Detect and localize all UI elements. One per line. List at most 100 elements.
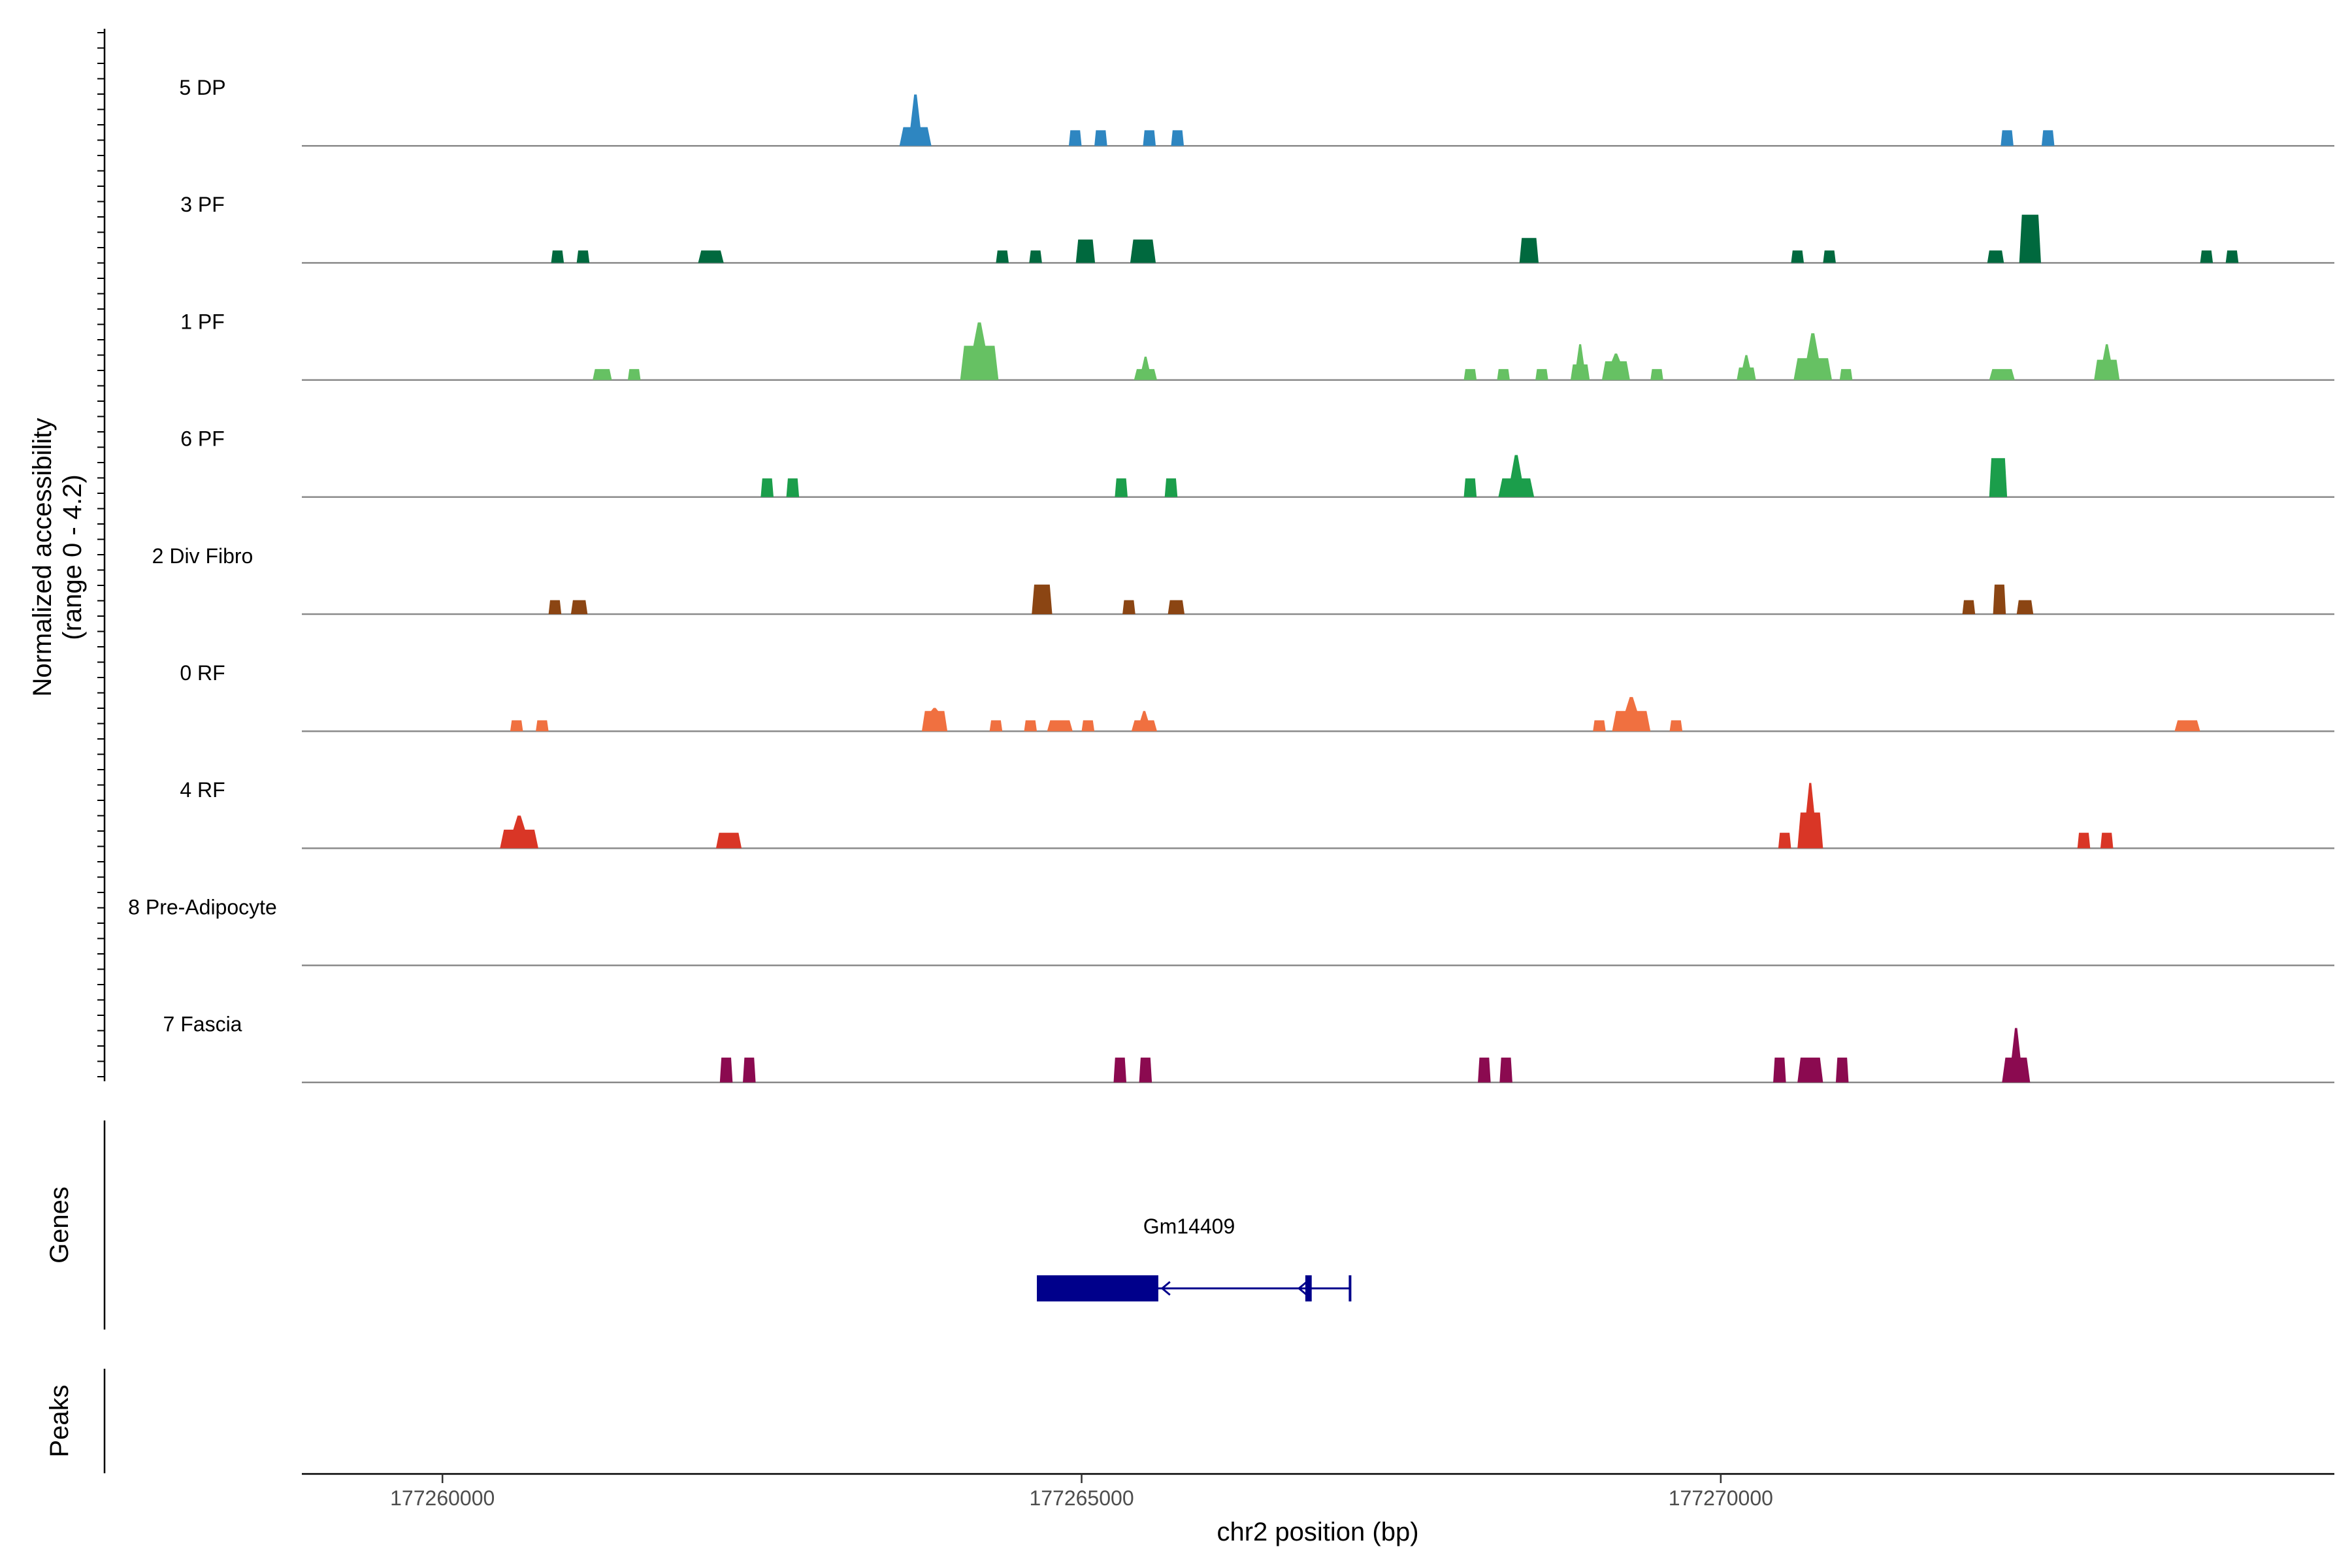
coverage-peak <box>576 250 590 263</box>
coverage-peak <box>1122 600 1135 614</box>
coverage-peak <box>786 478 800 497</box>
x-axis: 177260000 177265000 177270000 chr2 positio… <box>302 1473 2334 1546</box>
gene-exon <box>1037 1275 1158 1301</box>
track-5: 2 Div Fibro <box>152 544 2334 615</box>
peaks-axis-title: Peaks <box>45 1384 74 1457</box>
coverage-peak <box>1498 478 1535 497</box>
coverage-peak <box>1463 478 1477 497</box>
coverage-peak-summit <box>513 815 526 830</box>
coverage-peak <box>1134 368 1157 380</box>
coverage-peak-summit <box>1625 696 1638 712</box>
coverage-peak <box>1593 720 1606 732</box>
x-axis-ticks: 177260000 177265000 177270000 <box>390 1474 1773 1510</box>
coverage-peak <box>1024 720 1037 732</box>
track-label: 5 DP <box>179 76 225 99</box>
coverage-peak <box>921 711 948 732</box>
coverage-peak <box>1612 711 1651 732</box>
genes-axis-title: Genes <box>45 1186 74 1264</box>
coverage-peak <box>1773 1057 1786 1083</box>
coverage-peak-summit <box>1511 455 1522 480</box>
coverage-peak <box>2100 832 2114 849</box>
gene-strand-arrow <box>1297 1281 1308 1296</box>
coverage-peak <box>593 368 612 380</box>
coverage-peak <box>1168 600 1185 614</box>
coverage-peak-summit <box>910 94 921 128</box>
coverage-peak <box>2225 250 2239 263</box>
coverage-peak <box>1068 130 1082 146</box>
coverage-peak <box>1823 250 1836 263</box>
coverage-peak <box>1989 458 2008 497</box>
coverage-peak <box>2200 250 2213 263</box>
coverage-peak <box>960 346 999 380</box>
coverage-peak <box>2016 600 2034 614</box>
coverage-peak <box>2041 130 2055 146</box>
coverage-peak <box>1793 358 1833 380</box>
x-axis-title: chr2 position (bp) <box>1217 1518 1418 1546</box>
coverage-peak <box>1570 364 1590 380</box>
coverage-peak <box>1650 368 1663 380</box>
gene-exon <box>1305 1275 1312 1301</box>
track-6: 0 RF <box>180 661 2334 732</box>
coverage-peak <box>1131 720 1157 732</box>
coverage-peak <box>1778 832 1791 849</box>
peaks-panel: Peaks <box>45 1369 106 1473</box>
coverage-peak <box>760 478 774 497</box>
coverage-y-axis-ticks <box>97 32 105 1077</box>
coverage-peak <box>2094 359 2120 380</box>
track-label: 6 PF <box>180 427 225 451</box>
coverage-peak <box>743 1057 756 1083</box>
genes-panel: Genes Gm14409 <box>45 1120 1352 1330</box>
coverage-peak <box>1519 238 1539 263</box>
coverage-peak <box>1115 478 1128 497</box>
coverage-peak <box>698 250 724 263</box>
coverage-peak-summit <box>1611 353 1621 363</box>
coverage-peak <box>1478 1057 1491 1083</box>
coverage-peak <box>899 127 932 146</box>
track-7: 4 RF <box>180 778 2334 849</box>
track-4: 6 PF <box>180 427 2334 498</box>
coverage-peak <box>570 600 588 614</box>
coverage-peak <box>1993 584 2006 614</box>
coverage-peak <box>1797 1057 1823 1083</box>
coverage-y-axis <box>97 29 106 1081</box>
coverage-peak <box>1081 720 1095 732</box>
coverage-peak <box>1535 368 1548 380</box>
track-label: 0 RF <box>180 661 225 685</box>
coverage-peak-summit <box>1806 783 1815 813</box>
coverage-peak-summit <box>1806 333 1820 359</box>
coverage-peak <box>996 250 1009 263</box>
gene-strand-arrow <box>1160 1281 1171 1296</box>
track-2: 3 PF <box>180 193 2334 264</box>
coverage-peak <box>1164 478 1178 497</box>
coverage-peak-summit <box>2011 1028 2021 1058</box>
coverage-peak <box>2001 130 2014 146</box>
coverage-peak <box>1130 239 1156 263</box>
coverage-peak-summit <box>1576 344 1584 365</box>
coverage-peak <box>715 832 742 849</box>
coverage-peak-summit <box>1140 711 1149 721</box>
coverage-peak-summit <box>973 322 986 347</box>
coverage-peak <box>551 250 564 263</box>
track-label: 1 PF <box>180 310 225 333</box>
coverage-peak <box>1094 130 1107 146</box>
track-1: 5 DP <box>179 76 2334 147</box>
x-tick-label: 177260000 <box>390 1486 495 1510</box>
coverage-peak <box>2002 1057 2031 1083</box>
coverage-peak <box>1839 368 1853 380</box>
coverage-peak <box>1989 368 2015 380</box>
coverage-peak <box>719 1057 733 1083</box>
x-tick-label: 177270000 <box>1669 1486 1773 1510</box>
track-8: 8 Pre-Adipocyte <box>128 895 2334 966</box>
coverage-peak <box>1737 367 1756 380</box>
track-label: 4 RF <box>180 778 225 802</box>
coverage-peak <box>548 600 562 614</box>
coverage-peak <box>2019 214 2041 263</box>
track-9: 7 Fascia <box>163 1013 2334 1084</box>
coverage-peak <box>1962 600 1976 614</box>
coverage-peak <box>1987 250 2004 263</box>
track-label: 7 Fascia <box>163 1013 242 1036</box>
coverage-peak-summit <box>1141 356 1150 370</box>
coverage-peak <box>1075 239 1096 263</box>
coverage-peak <box>627 368 641 380</box>
